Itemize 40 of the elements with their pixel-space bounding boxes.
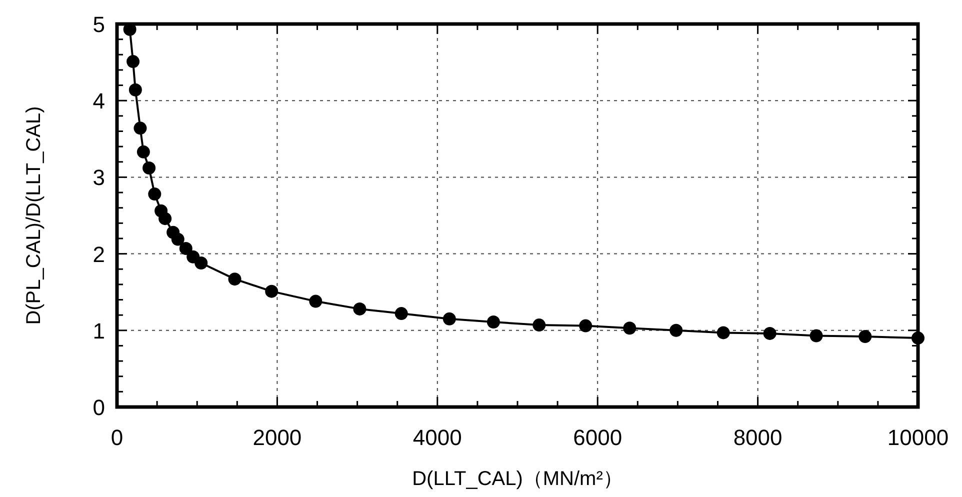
y-tick-label: 1 bbox=[92, 318, 105, 344]
point bbox=[142, 162, 156, 175]
point bbox=[134, 122, 147, 135]
x-axis-title: D(LLT_CAL)（MN/m²） bbox=[412, 468, 623, 490]
point bbox=[128, 83, 142, 96]
y-tick-label: 4 bbox=[92, 88, 105, 114]
point bbox=[486, 315, 500, 328]
x-tick-label: 6000 bbox=[573, 425, 622, 450]
point bbox=[442, 312, 456, 326]
point bbox=[179, 242, 192, 255]
point bbox=[265, 284, 278, 298]
point bbox=[353, 302, 366, 316]
y-tick-label: 5 bbox=[92, 12, 105, 37]
point bbox=[763, 326, 776, 340]
point bbox=[394, 307, 408, 320]
point bbox=[309, 294, 322, 308]
y-tick-label: 3 bbox=[92, 165, 105, 190]
y-axis-title: D(PL_CAL)/D(LLT_CAL) bbox=[23, 106, 45, 325]
x-tick-label: 0 bbox=[110, 425, 124, 450]
point bbox=[912, 332, 924, 345]
point bbox=[532, 318, 546, 332]
point bbox=[858, 330, 872, 344]
x-tick-label: 2000 bbox=[252, 425, 302, 450]
point bbox=[716, 326, 730, 340]
x-tick-label: 4000 bbox=[412, 425, 462, 450]
point bbox=[623, 322, 636, 335]
point bbox=[126, 55, 140, 68]
x-tick-label: 10000 bbox=[887, 425, 949, 450]
y-tick-label: 2 bbox=[92, 242, 105, 267]
y-tick-label: 0 bbox=[92, 395, 105, 420]
point bbox=[148, 188, 162, 201]
point bbox=[579, 319, 592, 332]
point bbox=[171, 232, 184, 246]
point bbox=[136, 145, 150, 158]
point bbox=[158, 212, 172, 226]
x-tick-label: 8000 bbox=[733, 425, 782, 450]
point bbox=[228, 272, 242, 286]
point bbox=[670, 324, 683, 337]
point bbox=[194, 256, 208, 270]
point bbox=[810, 329, 823, 342]
